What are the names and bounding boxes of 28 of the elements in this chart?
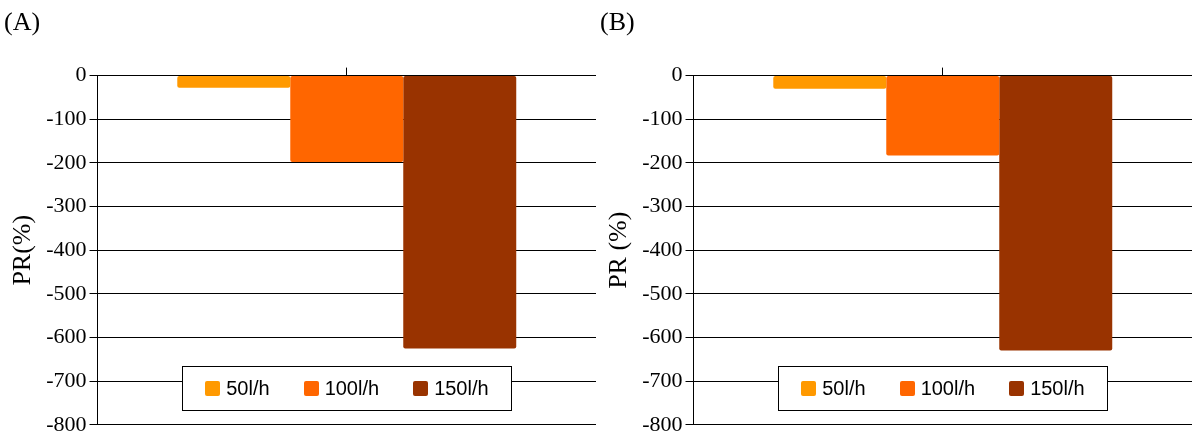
y-tick-label: -100	[46, 105, 87, 131]
legend-label: 100l/h	[920, 376, 976, 400]
y-axis-title: PR (%)	[603, 211, 633, 289]
legend-label: 150l/h	[434, 376, 489, 400]
legend-label: 50l/h	[822, 376, 866, 400]
y-tick-label: -700	[642, 366, 683, 392]
y-tick-label: 0	[671, 61, 683, 87]
legend-label: 50l/h	[226, 376, 270, 400]
y-tick-label: -300	[46, 192, 87, 218]
y-tick-label: 0	[75, 61, 87, 87]
y-tick-label: -300	[642, 192, 683, 218]
y-tick-label: -600	[46, 323, 87, 349]
y-tick-label: -600	[642, 323, 683, 349]
chart-title: (A)	[4, 7, 41, 37]
chart-title: (B)	[600, 7, 635, 37]
legend-label: 100l/h	[324, 376, 380, 400]
legend-label: 150l/h	[1030, 376, 1085, 400]
y-axis-title: PR(%)	[7, 214, 37, 286]
y-tick-label: -500	[642, 279, 683, 305]
y-tick-label: -500	[46, 279, 87, 305]
y-tick-label: -200	[642, 148, 683, 174]
y-tick-label: -400	[642, 235, 683, 261]
y-tick-label: -800	[642, 410, 683, 436]
y-tick-label: -200	[46, 148, 87, 174]
y-tick-label: -800	[46, 410, 87, 436]
y-tick-label: -400	[46, 235, 87, 261]
y-tick-label: -100	[642, 105, 683, 131]
y-tick-label: -700	[46, 366, 87, 392]
